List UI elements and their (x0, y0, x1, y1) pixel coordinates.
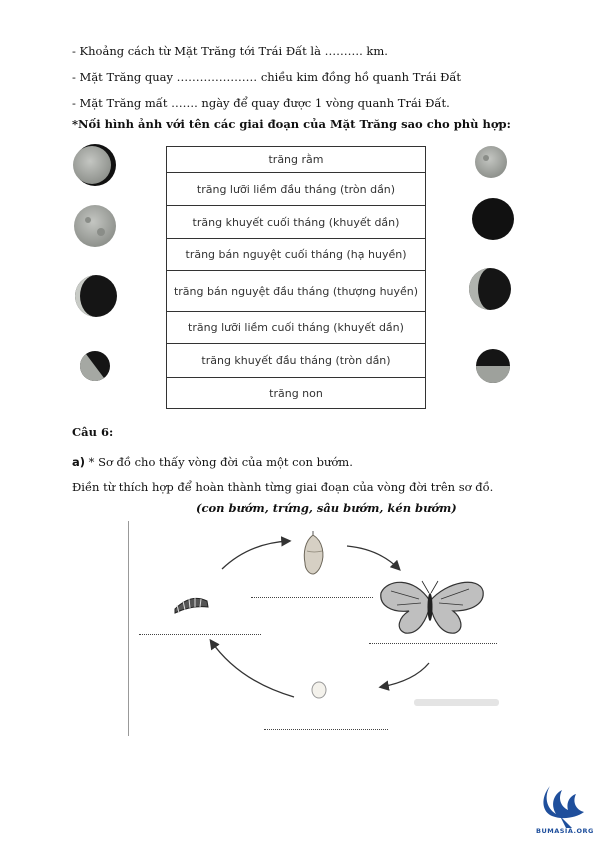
moon-phase-table: trăng rằm trăng lưỡi liềm đầu tháng (trò… (166, 146, 426, 409)
question-distance: - Khoảng cách từ Mặt Trăng tới Trái Đất … (72, 44, 388, 58)
moon-right-2 (472, 198, 514, 240)
phase-cell: trăng bán nguyệt cuối tháng (hạ huyền) (167, 238, 425, 270)
phase-cell: trăng bán nguyệt đầu tháng (thượng huyền… (167, 270, 425, 311)
matching-instruction: *Nối hình ảnh với tên các giai đoạn của … (72, 117, 511, 131)
question-rotation: - Mặt Trăng quay ………………… chiều kim đồng … (72, 70, 462, 84)
question-title: Câu 6: (72, 425, 114, 439)
blank-top[interactable] (251, 597, 373, 598)
moon-left-4 (80, 351, 110, 381)
phase-cell: trăng khuyết cuối tháng (khuyết dần) (167, 205, 425, 238)
question-days: - Mặt Trăng mất ……. ngày để quay được 1 … (72, 96, 450, 110)
part-text: * Sơ đồ cho thấy vòng đời của một con bư… (85, 455, 353, 469)
moon-right-3 (469, 268, 511, 310)
butterfly-icon (380, 580, 484, 634)
butterfly-lifecycle-diagram (128, 521, 529, 736)
moon-left-1 (73, 144, 116, 186)
instruction: Điền từ thích hợp để hoàn thành từng gia… (72, 480, 494, 494)
question-part-a: a) * Sơ đồ cho thấy vòng đời của một con… (72, 455, 353, 469)
arrow-bottom-left (209, 638, 295, 698)
part-label: a) (72, 455, 86, 469)
blank-right[interactable] (369, 643, 497, 644)
word-bank: (con bướm, trứng, sâu bướm, kén bướm) (196, 501, 457, 515)
moon-right-4 (476, 349, 510, 383)
phase-cell: trăng lưỡi liềm đầu tháng (tròn dần) (167, 172, 425, 205)
arrow-top-left (221, 536, 292, 570)
arrow-bottom-right (378, 662, 430, 691)
phase-cell: trăng khuyết đầu tháng (tròn dần) (167, 343, 425, 377)
chrysalis-icon (303, 531, 324, 575)
logo-text: BUMASIA.ORG (536, 827, 594, 835)
phase-cell: trăng lưỡi liềm cuối tháng (khuyết dần) (167, 311, 425, 343)
phase-cell: trăng rằm (268, 153, 324, 166)
moon-left-2 (74, 205, 116, 247)
blank-left[interactable] (139, 634, 261, 635)
bumasia-logo: BUMASIA.ORG (532, 778, 596, 838)
watermark-strip (414, 699, 499, 706)
phase-cell: trăng non (167, 377, 425, 408)
caterpillar-icon (174, 597, 209, 614)
blank-bottom[interactable] (264, 729, 388, 730)
moon-right-1 (475, 146, 507, 178)
egg-icon (311, 681, 327, 699)
arrow-top-right (346, 545, 401, 571)
moon-left-3 (75, 275, 117, 317)
